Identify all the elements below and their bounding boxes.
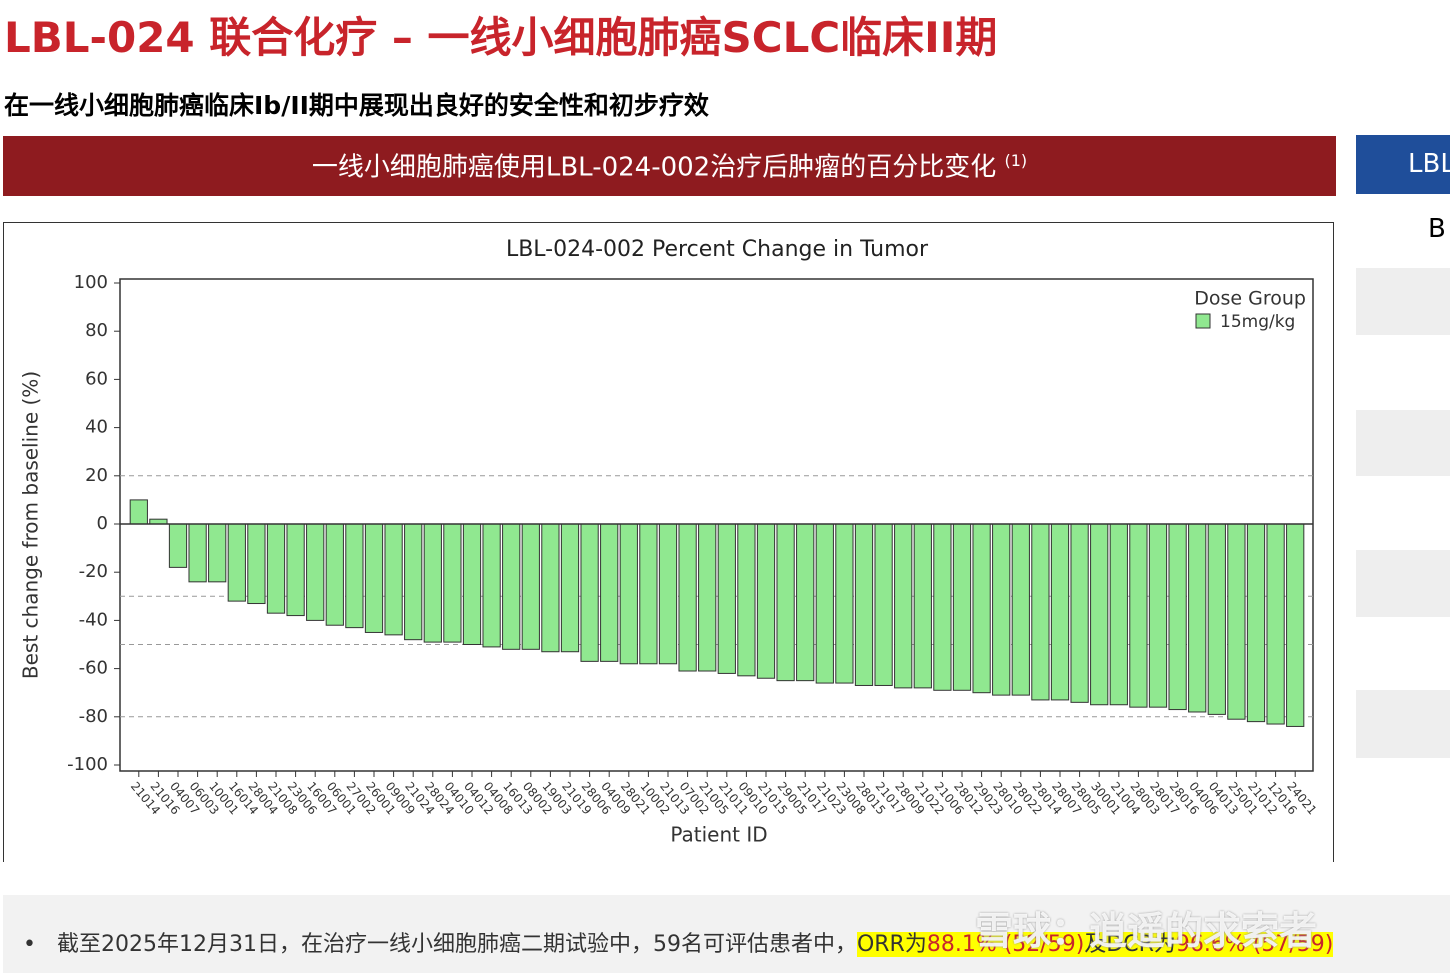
bar <box>756 523 776 679</box>
bar <box>1207 523 1226 715</box>
y-tick-label: 0 <box>97 513 108 534</box>
side-tab: LBL <box>1356 135 1450 194</box>
y-tick-label: 80 <box>85 320 108 341</box>
y-tick-label: 100 <box>74 272 108 293</box>
bar <box>678 523 697 672</box>
bar <box>247 523 266 605</box>
bar <box>266 523 286 614</box>
bar <box>541 523 560 653</box>
bar <box>619 523 638 665</box>
chart-frame <box>3 222 1334 862</box>
bar <box>1148 523 1168 708</box>
legend-swatch <box>1195 313 1211 329</box>
bar <box>796 523 815 682</box>
bar <box>815 523 834 684</box>
bar <box>1266 523 1285 725</box>
footer: • 截至2025年12月31日，在治疗一线小细胞肺癌二期试验中，59名可评估患者… <box>3 895 1450 973</box>
bar <box>129 499 148 525</box>
bar <box>443 523 462 643</box>
bar <box>227 523 246 602</box>
banner-text: 一线小细胞肺癌使用LBL-024-002治疗后肿瘤的百分比变化 <box>311 152 997 183</box>
y-tick-label: 20 <box>85 465 108 486</box>
bar <box>1050 523 1070 701</box>
subtitle: 在一线小细胞肺癌临床Ib/II期中展现出良好的安全性和初步疗效 <box>4 91 709 120</box>
orr-label: ORR为 <box>856 932 927 957</box>
bar <box>913 523 932 689</box>
bar <box>1109 523 1128 706</box>
y-tick-label: 40 <box>85 417 108 438</box>
side-box <box>1356 268 1450 335</box>
bar <box>737 523 756 677</box>
plot-frame <box>119 278 1314 772</box>
side-box <box>1356 550 1450 617</box>
bar <box>972 523 991 694</box>
chart-title: LBL-024-002 Percent Change in Tumor <box>506 237 929 262</box>
bar <box>1188 523 1207 713</box>
bar <box>404 523 423 641</box>
bar <box>502 523 521 650</box>
bar <box>933 523 952 691</box>
bar <box>168 523 188 568</box>
bar <box>835 523 854 684</box>
y-tick-label: -100 <box>67 754 108 775</box>
orr-value: 88.1% (52/59) <box>926 932 1085 957</box>
bar <box>717 523 736 674</box>
bar <box>600 523 619 662</box>
y-tick-label: 60 <box>85 368 108 389</box>
side-box <box>1356 690 1450 758</box>
bar <box>1286 523 1305 727</box>
banner-note: (1) <box>1004 151 1028 170</box>
footer-text: 截至2025年12月31日，在治疗一线小细胞肺癌二期试验中，59名可评估患者中， <box>56 932 857 957</box>
y-axis-label: Best change from baseline (%) <box>19 371 43 679</box>
legend-label: 15mg/kg <box>1220 312 1295 332</box>
bar <box>580 523 599 662</box>
dcr-value: 96.6% (57/59) <box>1175 932 1334 957</box>
bar <box>188 523 207 583</box>
bar <box>1246 523 1266 723</box>
dcr-label: 及DCR为 <box>1084 932 1176 957</box>
bar <box>560 523 580 653</box>
bar <box>521 523 540 650</box>
bar <box>1227 523 1246 720</box>
bar <box>1129 523 1148 708</box>
bar <box>1011 523 1030 696</box>
bar <box>384 523 403 636</box>
chart: LBL-024-002 Percent Change in Tumor Pati… <box>19 237 1320 847</box>
watermark: 雪球：逍遥的求索者 <box>975 909 1318 953</box>
bar <box>286 523 305 617</box>
bar <box>1031 523 1050 701</box>
bar <box>658 523 678 665</box>
banner: 一线小细胞肺癌使用LBL-024-002治疗后肿瘤的百分比变化 (1) <box>3 136 1336 196</box>
bar <box>698 523 717 672</box>
bar <box>1070 523 1089 703</box>
bar <box>854 523 874 686</box>
bar <box>894 523 913 689</box>
page-title: LBL-024 联合化疗 – 一线小细胞肺癌SCLC临床II期 <box>4 13 998 62</box>
bar <box>462 523 482 645</box>
bar <box>325 523 344 626</box>
bar <box>482 523 501 648</box>
bar <box>345 523 364 629</box>
bar <box>952 523 972 691</box>
y-tick-label: -40 <box>79 609 108 630</box>
bar <box>874 523 893 686</box>
y-tick-label: -20 <box>79 561 108 582</box>
side-box <box>1356 410 1450 476</box>
legend-title: Dose Group <box>1194 288 1306 310</box>
bar <box>1090 523 1109 706</box>
y-tick-label: -60 <box>79 658 108 679</box>
bar <box>208 523 227 583</box>
bar <box>364 523 384 633</box>
bar <box>423 523 442 643</box>
bar <box>1168 523 1187 711</box>
bar <box>992 523 1011 696</box>
bar <box>639 523 658 665</box>
bar <box>776 523 795 682</box>
side-text: B <box>1428 214 1446 244</box>
x-axis-label: Patient ID <box>670 823 767 847</box>
bar <box>306 523 325 621</box>
y-tick-label: -80 <box>79 706 108 727</box>
